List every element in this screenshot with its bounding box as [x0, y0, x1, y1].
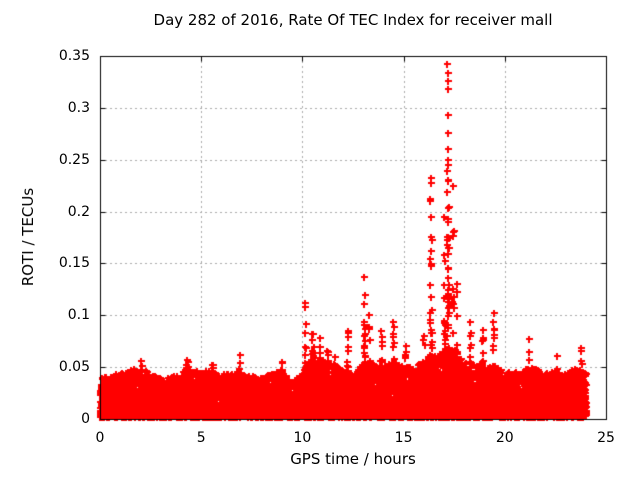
- x-tick-label: 20: [495, 430, 514, 446]
- x-tick-label: 25: [597, 430, 615, 446]
- y-tick-label: 0.05: [58, 359, 90, 376]
- y-tick-label: 0: [81, 411, 90, 427]
- y-tick-label: 0.2: [67, 203, 90, 220]
- x-tick-label: 5: [196, 430, 206, 446]
- x-tick-label: 15: [394, 430, 413, 446]
- y-tick-label: 0.3: [67, 99, 90, 116]
- y-tick-label: 0.15: [58, 255, 90, 272]
- chart-title: Day 282 of 2016, Rate Of TEC Index for r…: [153, 11, 553, 29]
- y-tick-label: 0.1: [67, 307, 90, 324]
- x-tick-label: 10: [293, 430, 312, 446]
- y-tick-label: 0.35: [58, 48, 90, 64]
- y-tick-label: 0.25: [58, 151, 90, 168]
- x-tick-label: 0: [95, 430, 105, 446]
- x-axis-label: GPS time / hours: [290, 450, 416, 468]
